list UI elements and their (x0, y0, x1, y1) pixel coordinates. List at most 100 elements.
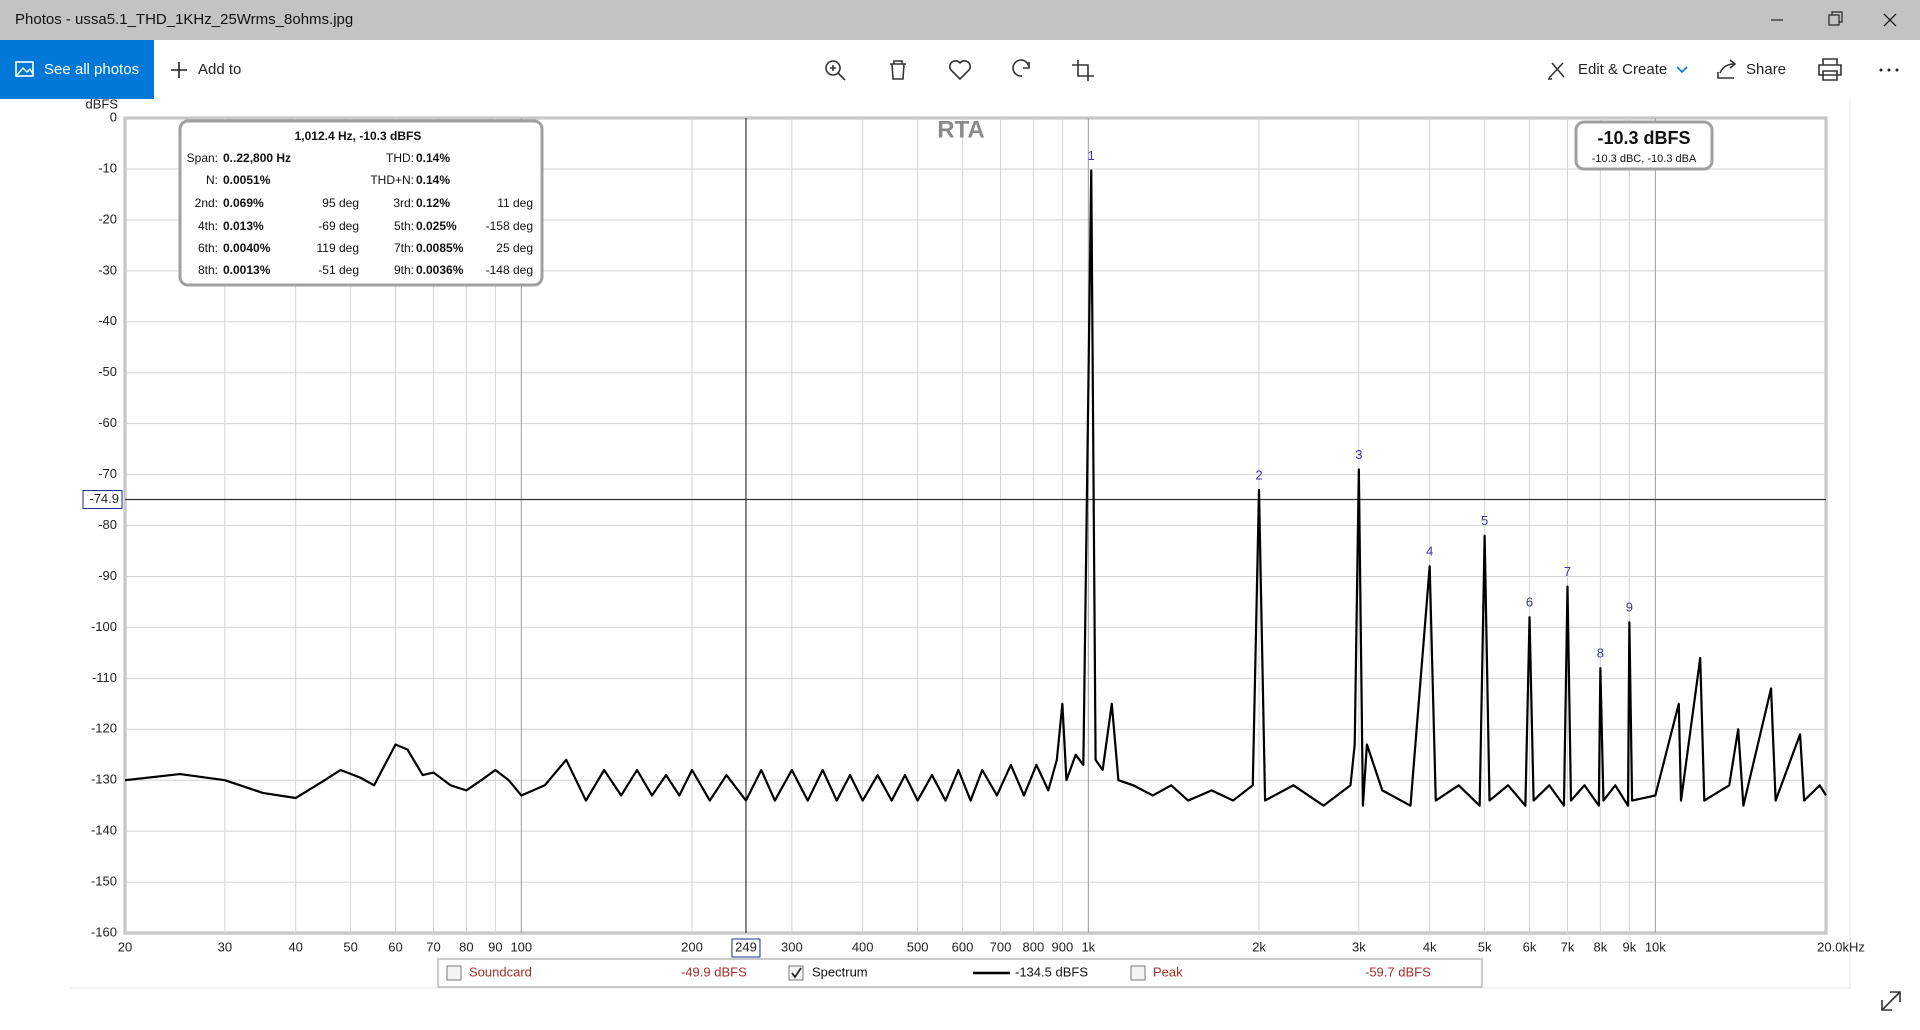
cursor-x-box (731, 938, 761, 958)
harmonic-label: 4 (1426, 544, 1433, 559)
info-cell: -51 deg (318, 263, 359, 277)
info-cell: 2nd: (195, 196, 218, 210)
x-tick-label: 3k (1352, 939, 1366, 954)
favorite-button[interactable] (949, 60, 971, 81)
info-cell: 3rd: (393, 196, 414, 210)
y-tick-label: -130 (91, 772, 117, 787)
harmonic-label: 7 (1564, 564, 1571, 579)
harmonic-label: 3 (1355, 447, 1362, 462)
x-tick-label: 9k (1623, 939, 1637, 954)
info-cell: 5th: (394, 219, 414, 233)
share-label: Share (1746, 61, 1786, 78)
info-cell: 0.013% (223, 219, 264, 233)
y-tick-label: -10 (98, 160, 117, 175)
x-tick-label: 2k (1252, 939, 1266, 954)
x-tick-label: 70 (426, 939, 440, 954)
share-button[interactable]: Share (1717, 59, 1786, 79)
y-tick-label: -20 (98, 211, 117, 226)
x-tick-label: 200 (681, 939, 703, 954)
window-title: Photos - ussa5.1_THD_1KHz_25Wrms_8ohms.j… (15, 11, 353, 28)
info-cell: 0.025% (416, 219, 457, 233)
crop-button[interactable] (1072, 60, 1094, 81)
close-button[interactable] (1883, 13, 1897, 27)
cursor-y-label: -74.9 (89, 491, 119, 506)
checkbox-frame (446, 965, 462, 981)
info-cell: Span: (187, 151, 218, 165)
delete-button[interactable] (890, 60, 906, 80)
info-cell: 11 deg (497, 196, 533, 210)
info-cell: 0.0013% (223, 263, 271, 277)
y-tick-label: -120 (91, 721, 117, 736)
add-to-label: Add to (198, 61, 241, 78)
x-tick-label: 8k (1594, 939, 1608, 954)
cursor-y-box (82, 490, 123, 510)
y-tick-label: -110 (92, 670, 117, 685)
x-tick-label: 90 (488, 939, 502, 954)
legend-label: Soundcard (469, 964, 532, 979)
info-cell: 0.0040% (223, 241, 271, 255)
plot: 0 -10 -20 -30 -40 -50 -60 -70 -80 -90 -100 -110 -120… (82, 96, 1865, 988)
x-tick-label: 20 (118, 939, 132, 954)
harmonic-label: 6 (1526, 595, 1533, 610)
print-button[interactable] (1818, 58, 1842, 81)
legend-checkbox[interactable] (788, 965, 804, 981)
y-axis-label: dBFS (85, 96, 118, 111)
add-to-button[interactable]: Add to (171, 61, 241, 78)
fullscreen-button[interactable] (1881, 991, 1901, 1011)
restore-button[interactable] (1828, 11, 1843, 26)
harmonic-label: 2 (1255, 467, 1262, 482)
legend-reading: -134.5 dBFS (1015, 964, 1088, 979)
x-tick-label: 30 (218, 939, 232, 954)
level-main: -10.3 dBFS (1597, 128, 1690, 148)
x-tick-label: 700 (990, 939, 1012, 954)
info-cell: 0.0051% (223, 173, 271, 187)
y-tick-label: 0 (110, 109, 117, 124)
legend-checkbox[interactable] (1130, 965, 1146, 981)
legend-checkbox[interactable] (446, 965, 462, 981)
x-tick-label: 80 (459, 939, 473, 954)
more-button[interactable] (1879, 68, 1899, 72)
info-cell: -69 deg (318, 219, 359, 233)
y-tick-label: -140 (91, 823, 117, 838)
x-tick-label: 40 (288, 939, 302, 954)
y-tick-label: -70 (98, 466, 117, 481)
x-tick-label: 800 (1023, 939, 1045, 954)
legend-reading: -59.7 dBFS (1365, 964, 1431, 979)
info-cell: 25 deg (496, 241, 533, 255)
x-tick-label: 5k (1478, 939, 1492, 954)
toolbar (0, 40, 1920, 99)
zoom-button[interactable] (825, 60, 846, 81)
rotate-button[interactable] (1012, 59, 1030, 77)
y-tick-label: -90 (98, 568, 117, 583)
info-cell: 119 deg (317, 241, 360, 255)
y-tick-label: -40 (98, 313, 117, 328)
legend (437, 958, 1483, 988)
legend-reading: -49.9 dBFS (681, 964, 747, 979)
checkbox-frame (1130, 965, 1146, 981)
y-tick-label: -150 (91, 874, 117, 889)
legend-label: Peak (1153, 964, 1183, 979)
info-cell: 0.12% (416, 196, 450, 210)
cursor-x-label: 249 (735, 939, 757, 954)
info-cell: N: (206, 173, 218, 187)
info-cell: 0.069% (223, 196, 264, 210)
x-tick-label: 400 (852, 939, 874, 954)
x-tick-label: 20.0kHz (1817, 939, 1865, 954)
x-tick-label: 100 (510, 939, 532, 954)
info-cell: 8th: (198, 263, 218, 277)
info-cell: THD: (386, 151, 414, 165)
edit-create-button[interactable]: Edit & Create (1548, 61, 1688, 80)
x-tick-label: 6k (1523, 939, 1537, 954)
level-box (1574, 120, 1714, 171)
y-tick-label: -30 (98, 262, 117, 277)
info-cell: 0..22,800 Hz (223, 151, 291, 165)
info-cell: 4th: (198, 219, 218, 233)
harmonic-label: 9 (1626, 600, 1633, 615)
harmonic-label: 5 (1481, 513, 1488, 528)
x-tick-label: 50 (343, 939, 357, 954)
info-cell: -148 deg (486, 263, 533, 277)
see-all-photos-button[interactable]: See all photos (0, 40, 154, 99)
title-bar (0, 0, 1920, 40)
